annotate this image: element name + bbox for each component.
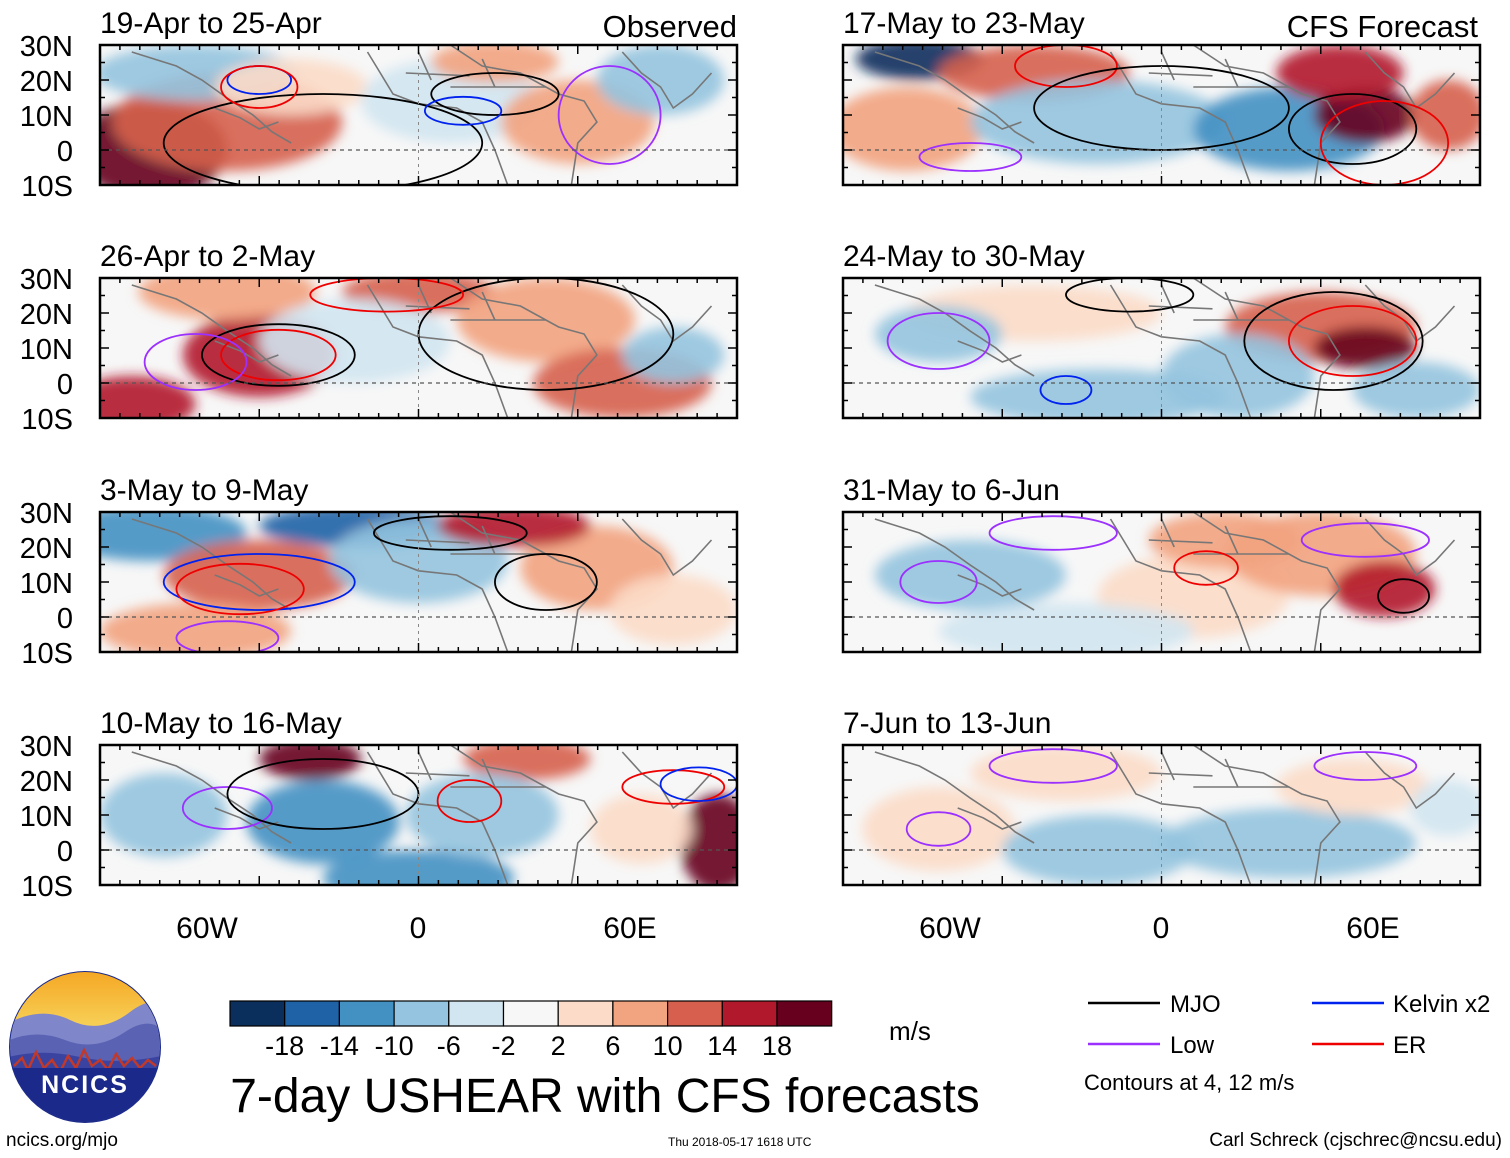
footer-credit: Carl Schreck (cjschrec@ncsu.edu): [1209, 1130, 1502, 1151]
colorbar-swatch: [448, 1000, 505, 1027]
lat-tick-label: 20N: [20, 533, 73, 565]
panel-title: 24-May to 30-May: [843, 240, 1085, 273]
colorbar-tick-label: -14: [320, 1031, 359, 1061]
units-label: m/s: [889, 1016, 931, 1046]
colorbar-tick-label: 18: [762, 1031, 792, 1061]
footer-timestamp: Thu 2018-05-17 1618 UTC: [668, 1135, 812, 1149]
ncics-logo: NCICS: [9, 971, 161, 1123]
lat-tick-label: 10N: [20, 101, 73, 133]
colorbar-tick-label: -10: [375, 1031, 414, 1061]
lat-tick-label: 20N: [20, 299, 73, 331]
colorbar-swatch: [612, 1000, 669, 1027]
lat-tick-label: 30N: [20, 731, 73, 763]
colorbar-swatch: [557, 1000, 614, 1027]
colorbar-tick-label: 14: [707, 1031, 737, 1061]
observed-label: Observed: [603, 9, 737, 44]
lat-tick-label: 20N: [20, 66, 73, 98]
panel-title: 7-Jun to 13-Jun: [843, 707, 1051, 740]
lat-tick-label: 10S: [21, 871, 73, 903]
lat-tick-label: 0: [57, 369, 73, 401]
lon-tick-60w: 60W: [919, 912, 981, 945]
map-panel: 31-May to 6-Jun: [841, 474, 1482, 654]
colorbar-swatch: [721, 1000, 778, 1027]
lat-tick-label: 10N: [20, 334, 73, 366]
legend-label-mjo: MJO: [1170, 991, 1221, 1018]
lat-tick-label: 10S: [21, 171, 73, 203]
legend-label-kelvin: Kelvin x2: [1393, 991, 1490, 1018]
lon-axis-right: 60W 0 60E: [919, 912, 1400, 945]
map-panel: 17-May to 23-May: [841, 7, 1482, 187]
colorbar-swatch: [284, 1000, 341, 1027]
legend-label-low: Low: [1170, 1032, 1215, 1059]
lat-tick-label: 10S: [21, 638, 73, 670]
lon-axis-left: 60W 0 60E: [176, 912, 657, 945]
footer-url[interactable]: ncics.org/mjo: [6, 1130, 118, 1151]
colorbar-swatch: [502, 1000, 559, 1027]
colorbar-swatch: [229, 1000, 286, 1027]
lat-tick-label: 0: [57, 136, 73, 168]
colorbar-tick-label: -2: [491, 1031, 515, 1061]
lat-tick-label: 30N: [20, 31, 73, 63]
legend-note: Contours at 4, 12 m/s: [1084, 1070, 1294, 1095]
colorbar: -18 -14 -10 -6 -2 2 6 10 14 18: [229, 1000, 833, 1061]
lat-tick-label: 30N: [20, 498, 73, 530]
lon-tick-0: 0: [410, 912, 427, 945]
panel-title: 10-May to 16-May: [100, 707, 342, 740]
map-panel: 7-Jun to 13-Jun: [841, 707, 1482, 887]
contour-legend: MJO Kelvin x2 Low ER Contours at 4, 12 m…: [1084, 991, 1490, 1095]
colorbar-swatch: [393, 1000, 450, 1027]
panel-title: 19-Apr to 25-Apr: [100, 7, 322, 40]
colorbar-tick-label: 10: [653, 1031, 683, 1061]
panel-title: 17-May to 23-May: [843, 7, 1085, 40]
figure-title: 7-day USHEAR with CFS forecasts: [230, 1070, 980, 1123]
lat-tick-label: 10N: [20, 801, 73, 833]
lon-tick-60w: 60W: [176, 912, 238, 945]
panel-title: 26-Apr to 2-May: [100, 240, 315, 273]
panel-title: 31-May to 6-Jun: [843, 474, 1060, 507]
lat-tick-label: 10S: [21, 404, 73, 436]
lon-tick-60e: 60E: [603, 912, 656, 945]
panel-title: 3-May to 9-May: [100, 474, 308, 507]
logo-text: NCICS: [41, 1071, 129, 1099]
colorbar-tick-label: -18: [265, 1031, 304, 1061]
colorbar-swatch: [338, 1000, 395, 1027]
lat-tick-label: 0: [57, 603, 73, 635]
legend-label-er: ER: [1393, 1032, 1426, 1059]
lat-tick-label: 0: [57, 836, 73, 868]
colorbar-tick-label: 6: [605, 1031, 620, 1061]
colorbar-swatch: [776, 1000, 833, 1027]
lon-tick-60e: 60E: [1346, 912, 1399, 945]
colorbar-tick-label: 2: [551, 1031, 566, 1061]
lon-tick-0: 0: [1153, 912, 1170, 945]
colorbar-tick-label: -6: [437, 1031, 461, 1061]
cfs-forecast-label: CFS Forecast: [1287, 9, 1479, 44]
map-panel: 24-May to 30-May: [841, 240, 1482, 420]
lat-tick-label: 10N: [20, 568, 73, 600]
lat-tick-label: 30N: [20, 264, 73, 296]
lat-tick-label: 20N: [20, 766, 73, 798]
colorbar-swatch: [666, 1000, 723, 1027]
